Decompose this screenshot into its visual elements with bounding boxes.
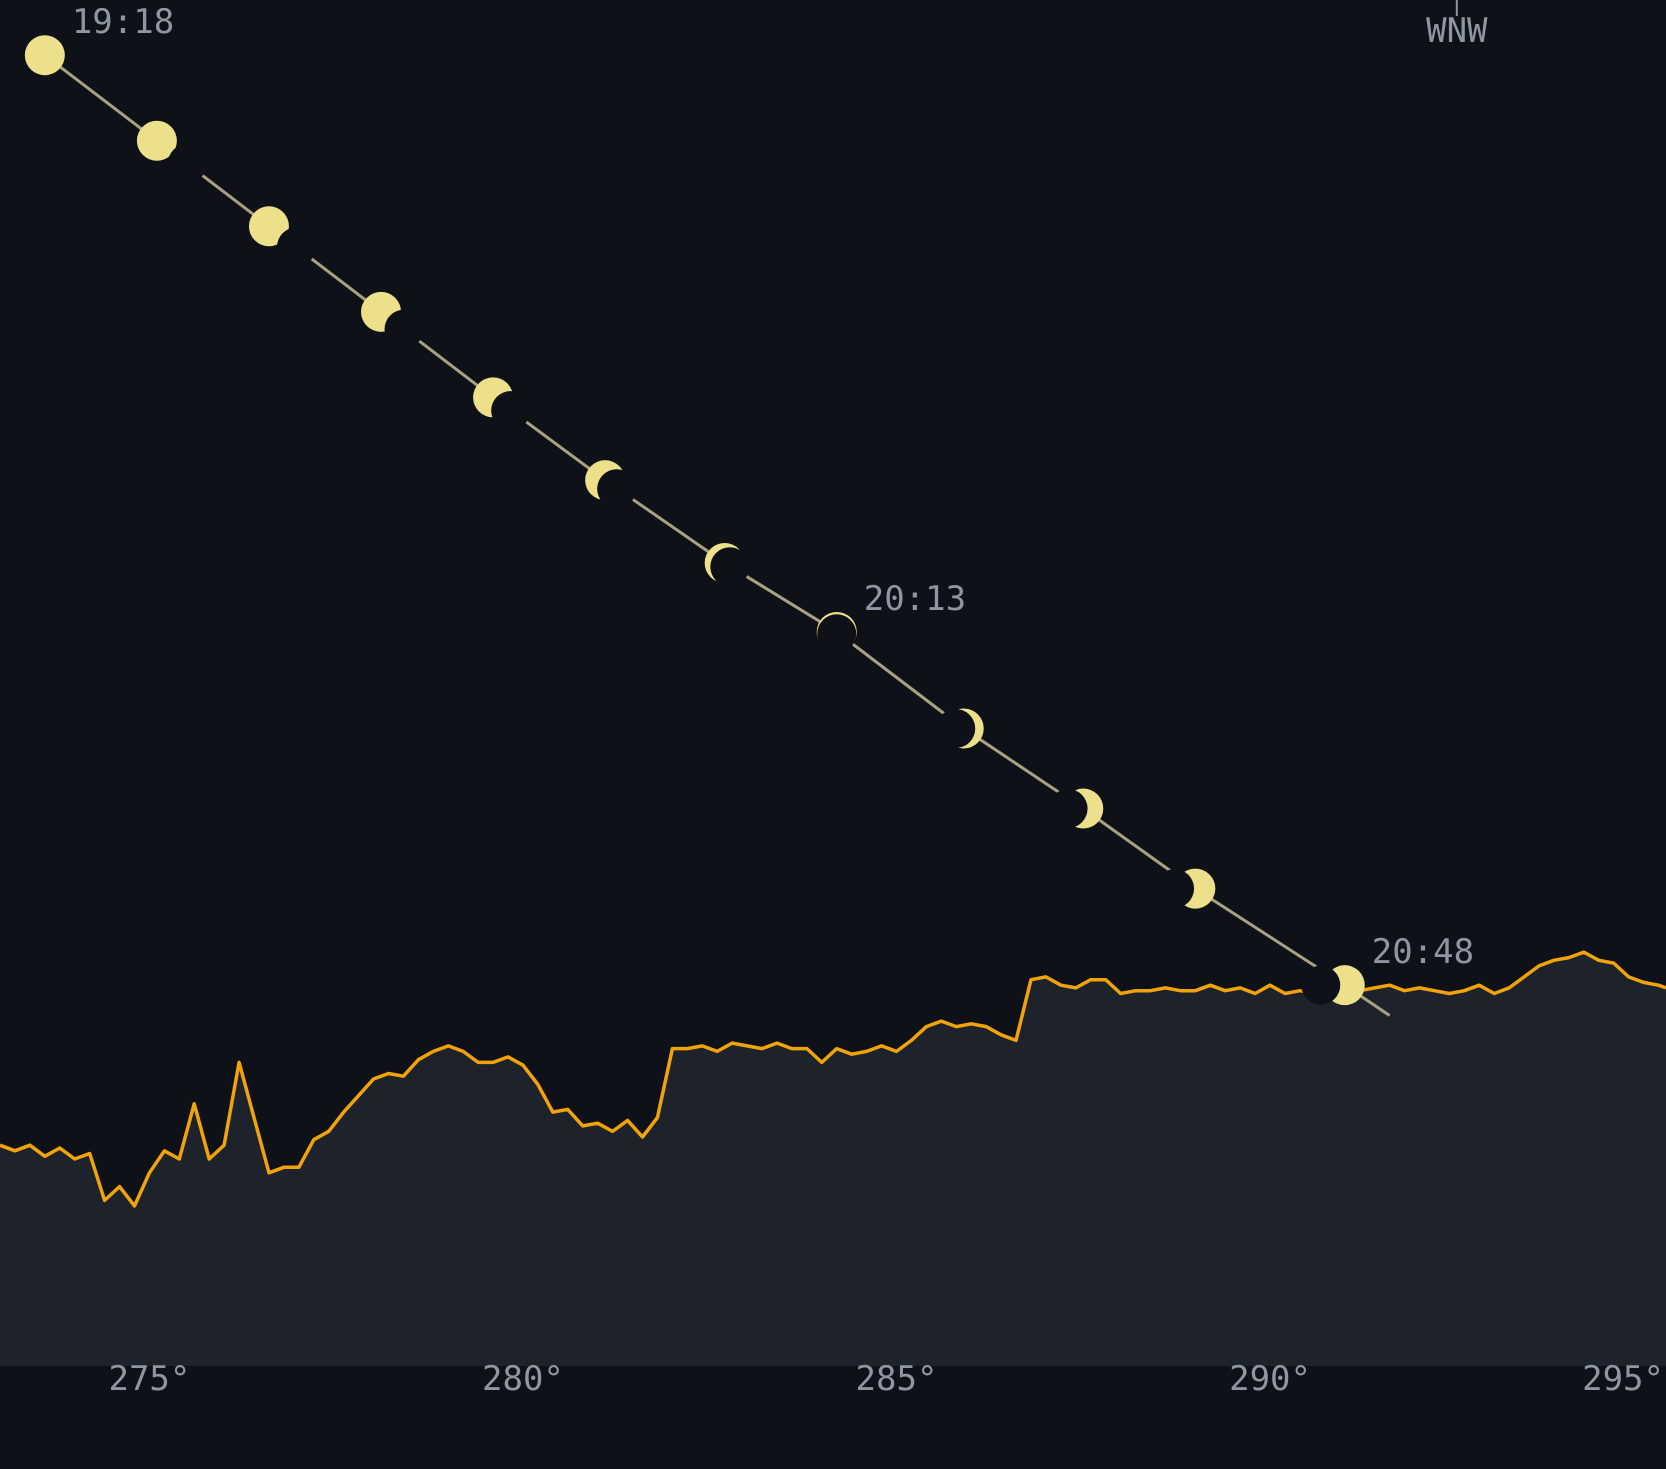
time-label: 20:13 [864,579,966,619]
moon-shadow [491,391,531,431]
x-tick-label: 275° [108,1359,190,1399]
terrain-fill [0,952,1666,1366]
compass-marker: WNW [1426,0,1488,51]
time-label: 20:48 [1372,932,1474,972]
moon-marker [1048,788,1104,829]
moon-lit-disc [136,120,177,161]
moon-shadow [1048,789,1088,829]
moon-marker [473,377,531,431]
moon-lit-disc [248,206,289,247]
x-tick-label: 290° [1229,1359,1311,1399]
x-axis: 275° 280° 285° 290° 295° [108,1359,1664,1399]
moon-marker [361,291,424,349]
moon-shadow [710,547,750,587]
time-label: 19:18 [72,2,174,42]
moon-shadow [597,469,637,509]
moon-lit-disc [24,35,65,76]
moon-marker [936,708,984,749]
moon-marker [1155,868,1216,909]
compass-label: WNW [1426,11,1488,51]
moon-marker [704,542,750,587]
moon-marker [585,460,637,509]
x-tick-label: 285° [856,1359,938,1399]
x-tick-label: 280° [482,1359,564,1399]
moon-shadow [1301,965,1341,1005]
time-labels: 19:18 20:13 20:48 [72,2,1474,972]
moon-shadow [276,227,316,267]
moon-marker [1301,965,1365,1006]
moon-shadow [384,309,424,349]
moon-marker [816,611,857,654]
x-tick-label: 295° [1582,1359,1664,1399]
moon-shadow [936,709,976,749]
moon-markers [24,35,1365,1006]
moon-marker [24,35,65,76]
moon-marker [136,120,207,184]
moon-shadow [1155,869,1195,909]
terrain-line [0,950,1666,1208]
moon-shadow [817,614,857,654]
moon-shadow [167,144,207,184]
horizon-terrain [0,950,1666,1366]
moon-marker [248,206,316,267]
